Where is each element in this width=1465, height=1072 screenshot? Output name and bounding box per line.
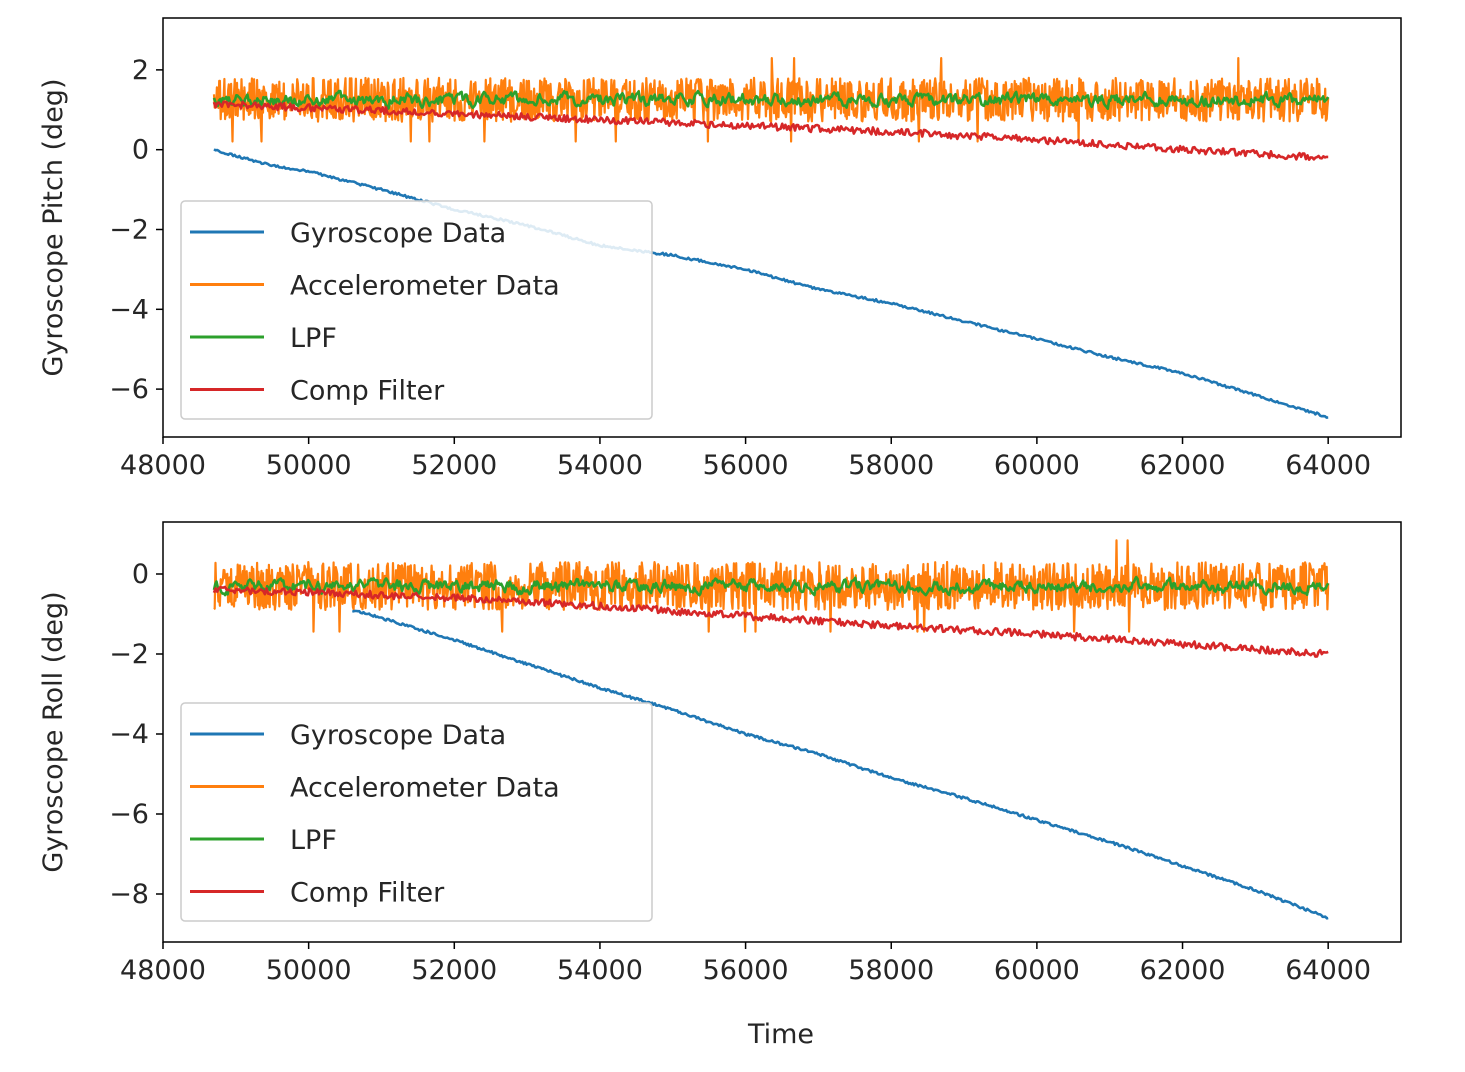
- y-tick-label: −6: [109, 374, 149, 405]
- pitch-axes-frame: [162, 17, 1402, 438]
- x-tick-label: 50000: [266, 450, 352, 481]
- x-tick-label: 60000: [994, 450, 1080, 481]
- pitch-y-axis-label: Gyroscope Pitch (deg): [38, 79, 69, 377]
- legend-box: [180, 702, 653, 922]
- x-tick-label: 50000: [266, 955, 352, 986]
- x-tick-label: 64000: [1285, 955, 1371, 986]
- y-tick-label: −4: [109, 294, 149, 325]
- x-tick-label: 60000: [994, 955, 1080, 986]
- legend-label: Accelerometer Data: [290, 271, 560, 302]
- y-tick-label: 0: [132, 559, 149, 590]
- x-tick-label: 48000: [120, 450, 206, 481]
- legend-label: Accelerometer Data: [290, 773, 560, 804]
- pitch-legend: Gyroscope Data Accelerometer Data LPF Comp …: [180, 200, 653, 420]
- legend-label: Gyroscope Data: [290, 218, 506, 249]
- roll-gyroscope-data-line: [352, 609, 1329, 920]
- legend-label: Comp Filter: [290, 878, 445, 909]
- roll-y-ticks: 0 −2 −4 −6 −8: [109, 559, 163, 910]
- pitch-comp-filter-line: [212, 100, 1329, 161]
- legend-label: LPF: [290, 825, 337, 856]
- x-tick-label: 52000: [411, 955, 497, 986]
- y-tick-label: −6: [109, 799, 149, 830]
- x-tick-label: 58000: [848, 955, 934, 986]
- x-tick-label: 64000: [1285, 450, 1371, 481]
- pitch-lpf-line: [212, 89, 1330, 110]
- x-tick-label: 52000: [411, 450, 497, 481]
- x-tick-label: 62000: [1140, 955, 1226, 986]
- x-axis-label: Time: [747, 1019, 814, 1050]
- y-tick-label: −2: [109, 214, 149, 245]
- x-tick-label: 58000: [848, 450, 934, 481]
- roll-x-ticks: 48000 50000 52000 54000 56000 58000 60000 62000…: [120, 942, 1371, 986]
- pitch-gyroscope-data-line: [213, 148, 1329, 419]
- y-tick-label: 0: [132, 135, 149, 166]
- y-tick-label: −2: [109, 639, 149, 670]
- legend-label: Gyroscope Data: [290, 720, 506, 751]
- roll-subplot: 48000 50000 52000 54000 56000 58000 60000 62000…: [38, 521, 1402, 986]
- y-tick-label: −4: [109, 719, 149, 750]
- legend-label: LPF: [290, 323, 337, 354]
- x-tick-label: 56000: [703, 450, 789, 481]
- x-tick-label: 48000: [120, 955, 206, 986]
- roll-legend: Gyroscope Data Accelerometer Data LPF Comp …: [180, 702, 653, 922]
- roll-accelerometer-data-line: [213, 539, 1330, 633]
- roll-comp-filter-line: [212, 585, 1329, 658]
- roll-y-axis-label: Gyroscope Roll (deg): [38, 591, 69, 872]
- x-tick-label: 56000: [703, 955, 789, 986]
- y-tick-label: −8: [109, 879, 149, 910]
- roll-plot-lines: [212, 539, 1330, 920]
- pitch-y-ticks: 2 0 −2 −4 −6: [109, 55, 163, 405]
- pitch-x-ticks: 48000 50000 52000 54000 56000 58000 60000 62000…: [120, 437, 1371, 481]
- x-tick-label: 54000: [557, 955, 643, 986]
- roll-axes-frame: [162, 521, 1402, 943]
- pitch-plot-lines: [212, 57, 1330, 419]
- legend-box: [180, 200, 653, 420]
- roll-lpf-line: [212, 575, 1330, 597]
- legend-label: Comp Filter: [290, 376, 445, 407]
- y-tick-label: 2: [132, 55, 149, 86]
- x-tick-label: 54000: [557, 450, 643, 481]
- pitch-accelerometer-data-line: [212, 57, 1330, 143]
- x-tick-label: 62000: [1140, 450, 1226, 481]
- pitch-subplot: 48000 50000 52000 54000 56000 58000 60000 62000…: [38, 17, 1402, 481]
